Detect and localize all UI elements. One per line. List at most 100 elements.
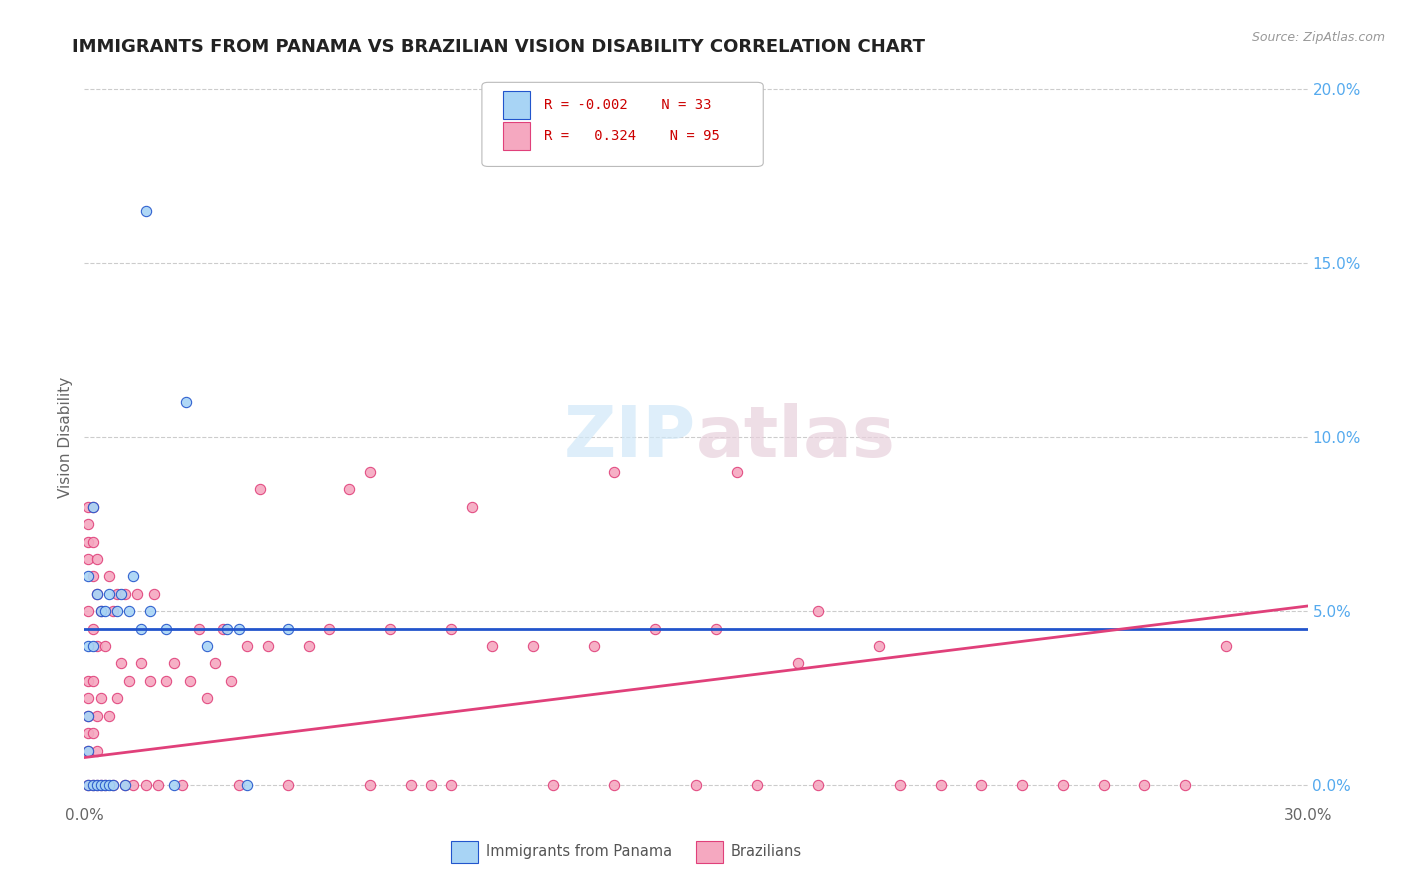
Point (97, 778, 120, 792)
Point (685, 778, 707, 792)
Text: R =   0.324    N = 95: R = 0.324 N = 95 (544, 128, 720, 143)
Point (339, 483, 361, 497)
Point (359, 465, 381, 479)
FancyBboxPatch shape (503, 91, 530, 119)
Point (420, 778, 443, 792)
Point (93, 778, 115, 792)
Point (1174, 778, 1197, 792)
Point (97, 708, 120, 723)
Text: ZIP: ZIP (564, 402, 696, 472)
Point (131, 622, 153, 636)
Point (82, 500, 104, 514)
Point (1052, 778, 1074, 792)
Point (163, 657, 186, 671)
Point (77, 639, 100, 653)
Text: Brazilians: Brazilians (730, 845, 801, 859)
Point (603, 778, 626, 792)
Point (118, 673, 141, 688)
Point (105, 691, 128, 706)
Point (90, 604, 112, 618)
Point (1011, 778, 1033, 792)
Point (82, 673, 104, 688)
Point (86, 552, 108, 566)
Point (236, 778, 259, 792)
Point (86, 587, 108, 601)
Point (318, 622, 340, 636)
Point (725, 465, 748, 479)
Point (204, 657, 226, 671)
Point (97, 587, 120, 601)
Point (644, 622, 666, 636)
Point (179, 673, 201, 688)
Point (82, 622, 104, 636)
Point (869, 639, 891, 653)
Point (82, 569, 104, 583)
Point (172, 778, 194, 792)
Point (142, 587, 165, 601)
Point (77, 517, 100, 532)
Point (82, 500, 104, 514)
Point (86, 708, 108, 723)
Point (82, 534, 104, 549)
Point (86, 587, 108, 601)
Point (257, 639, 280, 653)
FancyBboxPatch shape (503, 122, 530, 150)
Point (105, 604, 128, 618)
Text: Immigrants from Panama: Immigrants from Panama (485, 845, 672, 859)
Point (603, 465, 626, 479)
Point (277, 622, 299, 636)
Point (807, 778, 830, 792)
Bar (451, 841, 478, 863)
Point (747, 778, 769, 792)
Point (135, 778, 157, 792)
Point (77, 691, 100, 706)
Point (77, 726, 100, 740)
Point (543, 778, 565, 792)
Point (970, 778, 993, 792)
Point (82, 778, 104, 792)
Point (77, 569, 100, 583)
Point (77, 743, 100, 757)
Point (93, 604, 115, 618)
Point (110, 657, 132, 671)
Point (118, 604, 141, 618)
Point (122, 569, 145, 583)
Point (86, 639, 108, 653)
Point (93, 639, 115, 653)
Point (889, 778, 911, 792)
Point (82, 778, 104, 792)
Point (101, 604, 124, 618)
Point (101, 778, 124, 792)
Point (163, 778, 186, 792)
Point (195, 691, 218, 706)
Point (77, 743, 100, 757)
Point (1092, 778, 1115, 792)
Point (155, 673, 177, 688)
Point (440, 622, 463, 636)
Text: atlas: atlas (696, 402, 896, 472)
Point (90, 604, 112, 618)
Point (155, 622, 177, 636)
Point (359, 778, 381, 792)
Point (77, 778, 100, 792)
Point (440, 778, 463, 792)
Point (86, 778, 108, 792)
Bar (696, 841, 723, 863)
Point (97, 569, 120, 583)
Point (298, 639, 321, 653)
Point (146, 778, 169, 792)
Point (114, 778, 136, 792)
Point (787, 657, 810, 671)
Point (77, 534, 100, 549)
Point (77, 500, 100, 514)
Point (77, 552, 100, 566)
Point (101, 778, 124, 792)
Point (807, 604, 830, 618)
Point (277, 778, 299, 792)
Point (399, 778, 422, 792)
Point (174, 395, 197, 409)
Point (929, 778, 952, 792)
Point (105, 587, 128, 601)
Point (77, 708, 100, 723)
Text: IMMIGRANTS FROM PANAMA VS BRAZILIAN VISION DISABILITY CORRELATION CHART: IMMIGRANTS FROM PANAMA VS BRAZILIAN VISI… (72, 38, 925, 56)
